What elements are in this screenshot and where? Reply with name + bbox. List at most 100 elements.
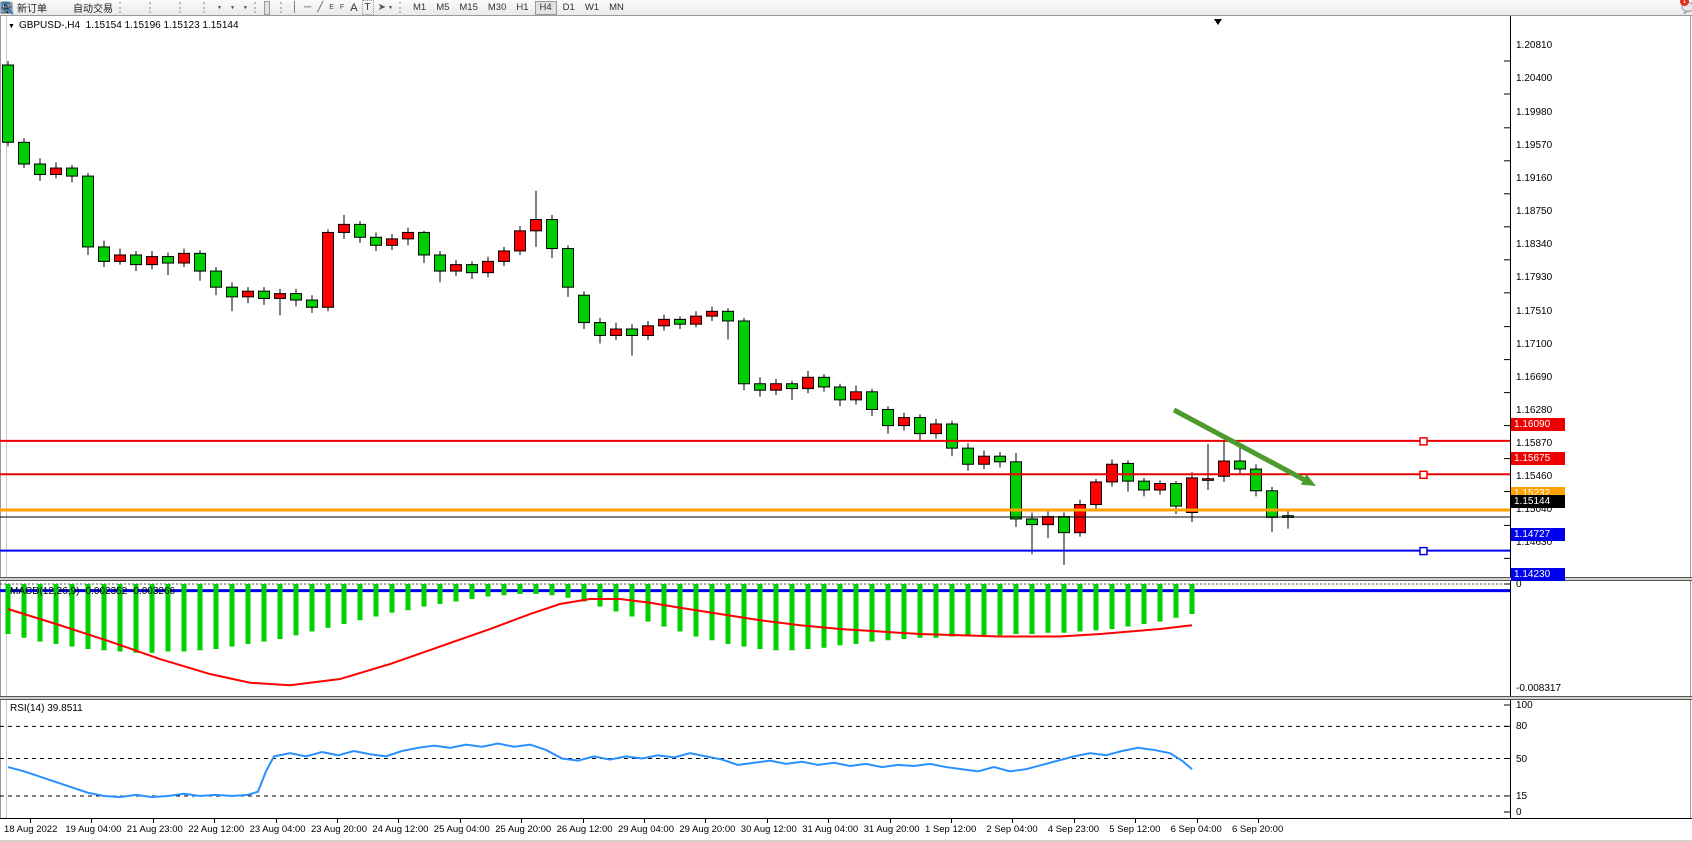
styler-button[interactable] bbox=[1, 1, 55, 14]
price-axis-tick: 1.19980 bbox=[1516, 106, 1553, 118]
toolbar-handle[interactable] bbox=[398, 2, 404, 13]
price-axis-tick: 1.16690 bbox=[1516, 371, 1553, 383]
pane-left-border bbox=[6, 16, 7, 840]
main-price-chart[interactable] bbox=[0, 34, 1510, 595]
timeframe-button-mn[interactable]: MN bbox=[609, 2, 624, 13]
auto-scroll-button[interactable] bbox=[2, 1, 193, 14]
timeframe-button-d1[interactable]: D1 bbox=[562, 2, 575, 13]
arrows-tool-icon: ➤ bbox=[377, 2, 387, 13]
trend-arrow-line[interactable] bbox=[1172, 407, 1305, 482]
time-axis-tick bbox=[766, 819, 768, 823]
rsi-axis-label: 80 bbox=[1516, 721, 1528, 733]
macd-bar bbox=[869, 584, 875, 642]
fibonacci-tool-button[interactable]: F bbox=[1, 1, 346, 14]
price-axis-tick: 1.15870 bbox=[1516, 437, 1553, 449]
terminal-button[interactable] bbox=[0, 1, 61, 14]
channel-tool-button[interactable]: E bbox=[0, 1, 336, 14]
timeframe-button-m30[interactable]: M30 bbox=[487, 2, 507, 13]
candle-body bbox=[1122, 462, 1134, 482]
line-chart-mode-button[interactable] bbox=[0, 1, 145, 14]
text-label-tool-button[interactable]: T bbox=[361, 0, 374, 15]
candle-body bbox=[1042, 516, 1054, 526]
horizontal-line-tool-button[interactable]: ─ bbox=[302, 1, 313, 14]
macd-bar bbox=[501, 584, 507, 596]
candle-body bbox=[66, 167, 78, 177]
search-button[interactable] bbox=[1, 1, 1679, 15]
indicators-button[interactable]: ▼ bbox=[0, 1, 224, 14]
timeframe-button-m5[interactable]: M5 bbox=[436, 2, 450, 13]
price-axis-tick: 1.15040 bbox=[1516, 504, 1553, 516]
time-axis-tick bbox=[30, 819, 31, 823]
time-axis-tick bbox=[1135, 819, 1137, 823]
periods-button[interactable]: ▼ bbox=[0, 1, 237, 14]
macd-bar bbox=[917, 584, 923, 638]
timeframe-button-h1[interactable]: H1 bbox=[516, 2, 529, 13]
candle-body bbox=[914, 417, 926, 435]
rsi-axis-label: 50 bbox=[1516, 753, 1528, 765]
trend-arrow-head[interactable] bbox=[1300, 474, 1316, 486]
macd-bar bbox=[37, 584, 43, 642]
notifications-button[interactable]: 1 bbox=[1680, 0, 1692, 14]
macd-bar bbox=[245, 584, 251, 645]
candle-body bbox=[994, 455, 1006, 463]
pane-splitter[interactable] bbox=[0, 696, 1692, 700]
macd-bar bbox=[805, 584, 811, 650]
candlestick-mode-button[interactable] bbox=[0, 1, 139, 14]
trendline-icon: ╱ bbox=[317, 2, 324, 13]
pane-splitter[interactable] bbox=[0, 577, 1692, 581]
macd-bar bbox=[325, 584, 331, 628]
price-axis-tick: 1.18750 bbox=[1516, 205, 1553, 217]
time-axis-label: 22 Aug 12:00 bbox=[188, 824, 245, 835]
new-order-button[interactable]: 新订单 bbox=[0, 1, 49, 15]
rsi-axis-label: 15 bbox=[1516, 790, 1528, 802]
text-tool-button[interactable]: A bbox=[348, 1, 359, 14]
hline-handle[interactable] bbox=[1419, 546, 1428, 556]
timeframe-button-w1[interactable]: W1 bbox=[584, 2, 600, 13]
macd-bar bbox=[1173, 584, 1179, 618]
macd-bar bbox=[533, 584, 539, 595]
time-axis-tick bbox=[398, 819, 400, 823]
zoom-out-button[interactable] bbox=[0, 1, 169, 14]
zoom-in-button[interactable] bbox=[0, 1, 163, 14]
toolbar-handle[interactable] bbox=[119, 2, 124, 13]
tile-windows-button[interactable] bbox=[1, 1, 175, 14]
vertical-line-tool-button[interactable]: │ bbox=[290, 1, 300, 14]
timeframe-button-m15[interactable]: M15 bbox=[459, 2, 478, 13]
crosshair-tool-button[interactable] bbox=[1, 1, 276, 14]
macd-bar bbox=[293, 584, 299, 636]
arrows-tool-button[interactable]: ➤ ▼ bbox=[376, 1, 395, 14]
candle-body bbox=[1250, 468, 1262, 492]
trendline-tool-button[interactable]: ╱ bbox=[315, 1, 325, 14]
toolbar-handle[interactable] bbox=[253, 2, 259, 13]
toolbar-handle[interactable] bbox=[279, 2, 285, 13]
timeframe-button-m1[interactable]: M1 bbox=[412, 2, 427, 13]
price-axis-tick: 1.17930 bbox=[1516, 271, 1553, 283]
templates-button[interactable]: ▼ bbox=[0, 1, 250, 14]
macd-bar bbox=[357, 584, 363, 621]
candle-body bbox=[834, 386, 846, 401]
collapse-triangle-icon[interactable]: ▼ bbox=[8, 23, 15, 30]
signals-button[interactable] bbox=[1, 1, 67, 14]
time-axis-tick bbox=[705, 819, 707, 823]
time-axis-tick bbox=[91, 819, 93, 823]
candle-body bbox=[1026, 518, 1038, 526]
symbol-period-label: GBPUSD-,H4 bbox=[18, 20, 81, 31]
toolbar-handle[interactable] bbox=[179, 2, 184, 13]
cursor-tool-button[interactable] bbox=[4, 0, 270, 15]
auto-trading-button[interactable]: 自动交易 bbox=[0, 1, 115, 15]
bar-chart-mode-button[interactable] bbox=[0, 1, 133, 14]
chart-shift-button[interactable] bbox=[2, 1, 199, 14]
rsi-pane[interactable] bbox=[0, 700, 1510, 818]
macd-pane[interactable] bbox=[0, 583, 1510, 696]
toolbar-handle[interactable] bbox=[203, 2, 208, 13]
time-axis-label: 19 Aug 04:00 bbox=[65, 824, 122, 835]
candle-body bbox=[946, 423, 958, 449]
horizontal-line-icon: ─ bbox=[304, 2, 312, 13]
hline-handle[interactable] bbox=[1419, 437, 1428, 446]
macd-bar bbox=[1189, 584, 1195, 615]
hline-handle[interactable] bbox=[1419, 470, 1428, 480]
timeframe-button-h4[interactable]: H4 bbox=[534, 0, 557, 15]
toolbar-handle[interactable] bbox=[149, 2, 154, 13]
candle-body bbox=[898, 417, 910, 427]
